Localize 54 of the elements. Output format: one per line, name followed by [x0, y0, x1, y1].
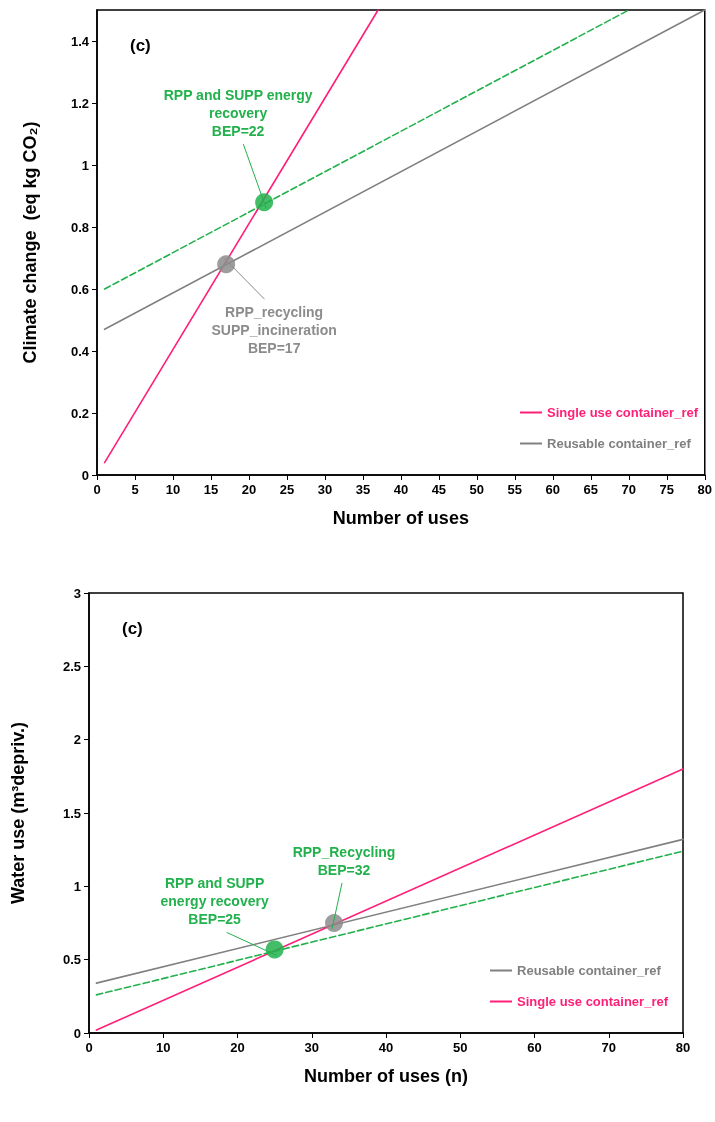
x-tick-label: 50	[469, 482, 485, 497]
x-tick-label: 55	[507, 482, 523, 497]
x-tick-label: 40	[393, 482, 409, 497]
annotation: RPP_recycling SUPP_incineration BEP=17	[211, 304, 337, 357]
y-tick-label: 0	[73, 1025, 81, 1041]
x-tick-label: 40	[378, 1040, 394, 1055]
y-tick-label: 0	[81, 467, 89, 483]
x-tick-label: 80	[697, 482, 712, 497]
y-tick-label: 1	[81, 157, 89, 173]
legend-label: Reusable container_ref	[547, 436, 692, 451]
x-tick-label: 65	[583, 482, 599, 497]
y-axis-title: Climate change (eq kg CO₂)	[20, 121, 40, 364]
x-tick-label: 30	[304, 1040, 319, 1055]
x-axis-title: Number of uses (n)	[303, 1066, 469, 1086]
y-axis-title: Water use (m³depriv.)	[8, 721, 28, 905]
y-tick-label: 0.6	[70, 281, 89, 297]
legend-label: Single use container_ref	[547, 405, 699, 420]
x-tick-label: 45	[431, 482, 447, 497]
y-tick-label: 3	[73, 585, 81, 601]
x-tick-label: 70	[621, 482, 637, 497]
x-axis-title: Number of uses	[332, 508, 469, 528]
y-tick-label: 0.5	[62, 952, 81, 968]
x-tick-label: 10	[165, 482, 181, 497]
x-tick-label: 5	[131, 482, 139, 497]
y-tick-label: 1	[73, 878, 81, 894]
x-tick-label: 0	[93, 482, 101, 497]
y-tick-label: 2.5	[62, 658, 81, 674]
x-tick-label: 70	[601, 1040, 616, 1055]
annotation: RPP and SUPP energy recovery BEP=25	[160, 875, 269, 928]
x-tick-label: 20	[230, 1040, 245, 1055]
x-tick-label: 60	[527, 1040, 542, 1055]
x-tick-label: 60	[545, 482, 561, 497]
x-tick-label: 15	[203, 482, 219, 497]
y-tick-label: 1.4	[70, 33, 90, 49]
x-tick-label: 80	[675, 1040, 691, 1055]
annotation: RPP and SUPP energy recovery BEP=22	[163, 87, 313, 140]
x-tick-label: 25	[279, 482, 295, 497]
y-tick-label: 1.5	[62, 805, 81, 821]
x-tick-label: 35	[355, 482, 371, 497]
legend-label: Single use container_ref	[517, 994, 669, 1009]
y-tick-label: 0.4	[70, 343, 90, 359]
x-tick-label: 30	[317, 482, 333, 497]
x-tick-label: 75	[659, 482, 675, 497]
x-tick-label: 50	[453, 1040, 468, 1055]
annotation: RPP_Recycling BEP=32	[292, 844, 396, 878]
y-tick-label: 0.8	[70, 219, 89, 235]
y-tick-label: 1.2	[70, 95, 89, 111]
x-tick-label: 10	[156, 1040, 171, 1055]
text: (c)	[122, 619, 143, 638]
y-tick-label: 2	[73, 732, 81, 748]
x-tick-label: 20	[241, 482, 257, 497]
text: (c)	[130, 36, 151, 55]
legend-label: Reusable container_ref	[517, 963, 662, 978]
y-tick-label: 0.2	[70, 405, 89, 421]
